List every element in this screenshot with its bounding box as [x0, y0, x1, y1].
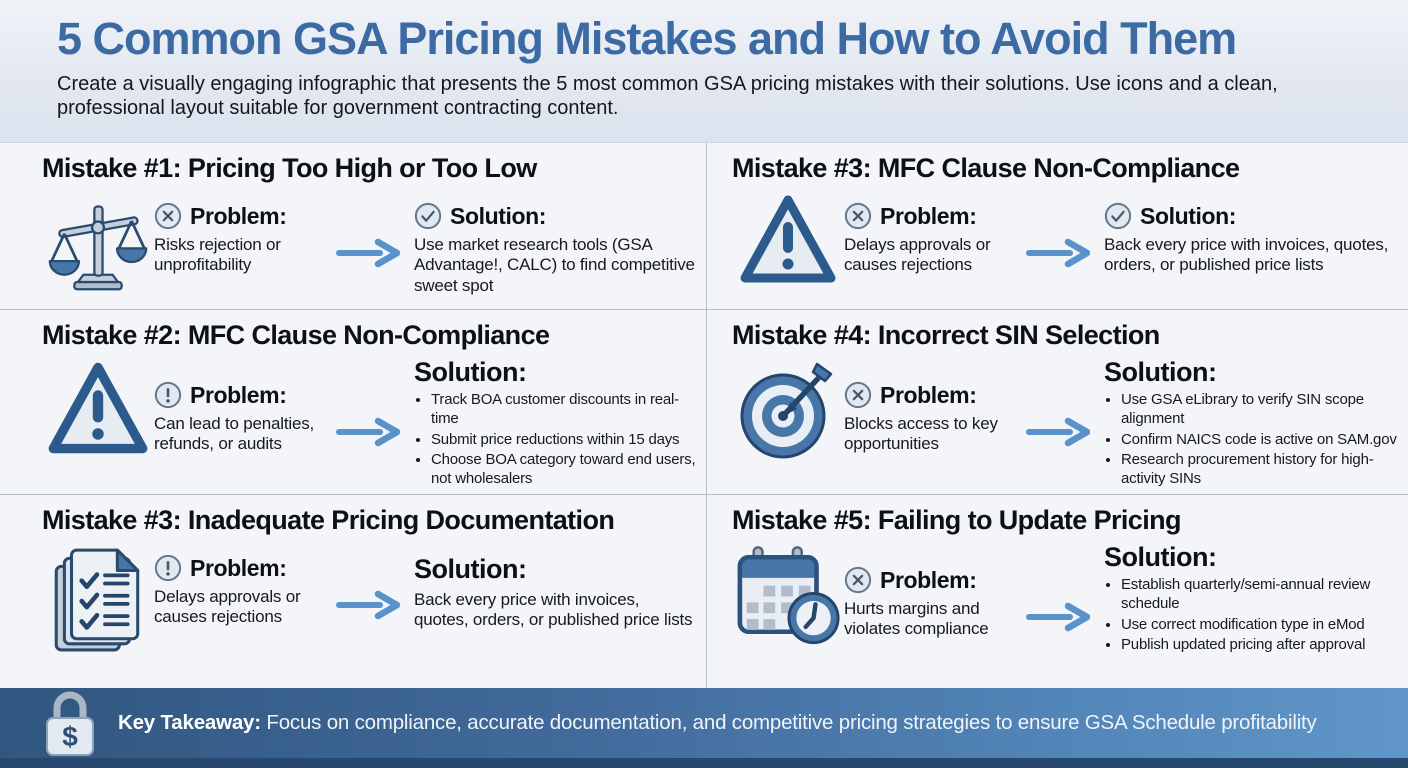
problem-block: Problem: Risks rejection or unprofitabil…	[154, 190, 332, 276]
mistake-2-title: Mistake #2: MFC Clause Non-Compliance	[42, 320, 550, 350]
warning-triangle-icon	[732, 192, 844, 287]
exclamation-circle-icon	[154, 381, 182, 409]
problem-label: Problem:	[190, 554, 287, 581]
x-circle-icon	[844, 381, 872, 409]
mistake-3doc-title: Mistake #3: Inadequate Pricing Documenta…	[42, 505, 615, 535]
mistake-card-3-doc: Mistake #3: Inadequate Pricing Documenta…	[0, 495, 706, 688]
page-title: 5 Common GSA Pricing Mistakes and How to…	[57, 13, 1237, 64]
problem-label: Problem:	[880, 202, 977, 229]
key-takeaway-body: Focus on compliance, accurate documentat…	[260, 711, 1317, 734]
problem-block: Problem: Blocks access to key opportunit…	[844, 357, 1022, 455]
solution-bullet: Establish quarterly/semi-annual review s…	[1121, 576, 1398, 614]
solution-label: Solution:	[450, 202, 547, 229]
mistake-card-1: Mistake #1: Pricing Too High or Too Low …	[0, 143, 706, 310]
mistake-card-5: Mistake #5: Failing to Update Pricing Pr…	[706, 495, 1408, 688]
problem-block: Problem: Delays approvals or causes reje…	[154, 542, 332, 628]
mistake-3mfc-title: Mistake #3: MFC Clause Non-Compliance	[732, 153, 1240, 183]
solution-bullet: Track BOA customer discounts in real-tim…	[431, 391, 696, 429]
target-icon	[732, 359, 844, 461]
key-takeaway-banner: Key Takeaway: Focus on compliance, accur…	[0, 688, 1408, 768]
exclamation-circle-icon	[154, 554, 182, 582]
solution-label: Solution:	[1104, 542, 1217, 572]
page-subtitle: Create a visually engaging infographic t…	[57, 72, 1278, 119]
problem-block: Problem: Can lead to penalties, refunds,…	[154, 357, 332, 455]
mistake-1-title: Mistake #1: Pricing Too High or Too Low	[42, 153, 537, 183]
problem-text: Can lead to penalties, refunds, or audit…	[154, 414, 315, 454]
solution-bullet: Use correct modification type in eMod	[1121, 616, 1398, 635]
solution-block: Solution: Back every price with invoices…	[1104, 190, 1398, 276]
mistake-card-4: Mistake #4: Incorrect SIN Selection Prob…	[706, 310, 1408, 495]
problem-text: Blocks access to key opportunities	[844, 414, 998, 454]
x-circle-icon	[844, 566, 872, 594]
problem-label: Problem:	[880, 566, 977, 593]
mistakes-grid: Mistake #1: Pricing Too High or Too Low …	[0, 143, 1408, 688]
problem-text: Hurts margins and violates compliance	[844, 599, 989, 639]
solution-block: Solution: Track BOA customer discounts i…	[414, 357, 696, 491]
solution-bullets: Establish quarterly/semi-annual review s…	[1121, 576, 1398, 655]
solution-text: Back every price with invoices, quotes, …	[1104, 235, 1389, 275]
solution-label: Solution:	[414, 554, 527, 584]
mistake-card-2: Mistake #2: MFC Clause Non-Compliance Pr…	[0, 310, 706, 495]
solution-block: Solution: Establish quarterly/semi-annua…	[1104, 542, 1398, 657]
solution-bullet: Choose BOA category toward end users, no…	[431, 451, 696, 489]
header: 5 Common GSA Pricing Mistakes and How to…	[0, 0, 1408, 143]
solution-bullet: Submit price reductions within 15 days	[431, 431, 696, 450]
solution-block: Solution: Back every price with invoices…	[414, 542, 696, 631]
solution-text: Use market research tools (GSA Advantage…	[414, 235, 695, 295]
solution-bullet: Publish updated pricing after approval	[1121, 636, 1398, 655]
solution-bullet: Confirm NAICS code is active on SAM.gov	[1121, 431, 1398, 450]
problem-block: Problem: Delays approvals or causes reje…	[844, 190, 1022, 276]
problem-text: Risks rejection or unprofitability	[154, 235, 281, 275]
solution-bullets: Track BOA customer discounts in real-tim…	[431, 391, 696, 489]
problem-label: Problem:	[190, 202, 287, 229]
solution-text: Back every price with invoices, quotes, …	[414, 590, 693, 630]
key-takeaway-text: Key Takeaway: Focus on compliance, accur…	[118, 711, 1317, 735]
documents-checklist-icon	[42, 544, 154, 654]
check-circle-icon	[414, 202, 442, 230]
problem-label: Problem:	[880, 381, 977, 408]
key-takeaway-label: Key Takeaway:	[118, 711, 261, 734]
arrow-right-icon	[1026, 542, 1092, 632]
arrow-right-icon	[336, 190, 402, 268]
warning-triangle-icon	[42, 359, 154, 458]
solution-block: Solution: Use market research tools (GSA…	[414, 190, 696, 296]
problem-label: Problem:	[190, 381, 287, 408]
mistake-card-3-mfc: Mistake #3: MFC Clause Non-Compliance Pr…	[706, 143, 1408, 310]
problem-block: Problem: Hurts margins and violates comp…	[844, 542, 1022, 640]
solution-bullet: Research procurement history for high-ac…	[1121, 451, 1398, 489]
check-circle-icon	[1104, 202, 1132, 230]
solution-label: Solution:	[414, 357, 527, 387]
solution-bullet: Use GSA eLibrary to verify SIN scope ali…	[1121, 391, 1398, 429]
arrow-right-icon	[1026, 357, 1092, 447]
solution-bullets: Use GSA eLibrary to verify SIN scope ali…	[1121, 391, 1398, 489]
x-circle-icon	[844, 202, 872, 230]
solution-label: Solution:	[1104, 357, 1217, 387]
problem-text: Delays approvals or causes rejections	[844, 235, 991, 275]
mistake-4-title: Mistake #4: Incorrect SIN Selection	[732, 320, 1160, 350]
lock-dollar-icon	[40, 689, 100, 757]
arrow-right-icon	[1026, 190, 1092, 268]
calendar-clock-icon	[732, 544, 844, 646]
mistake-5-title: Mistake #5: Failing to Update Pricing	[732, 505, 1181, 535]
arrow-right-icon	[336, 542, 402, 620]
arrow-right-icon	[336, 357, 402, 447]
balance-scale-icon	[42, 192, 154, 292]
solution-label: Solution:	[1140, 202, 1237, 229]
x-circle-icon	[154, 202, 182, 230]
problem-text: Delays approvals or causes rejections	[154, 587, 301, 627]
solution-block: Solution: Use GSA eLibrary to verify SIN…	[1104, 357, 1398, 491]
